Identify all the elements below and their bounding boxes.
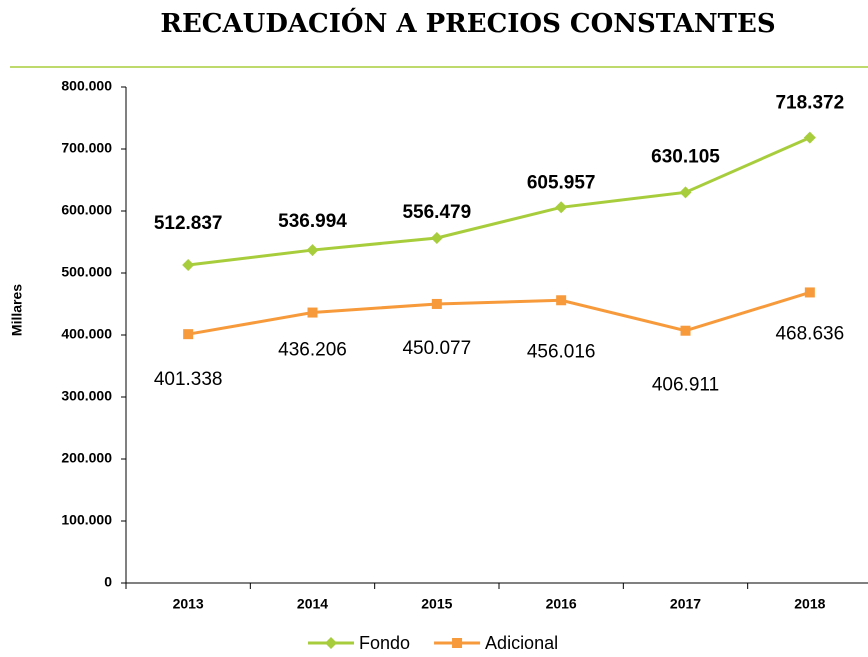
- marker: [555, 201, 568, 214]
- y-tick-label: 100.000: [61, 512, 112, 528]
- data-label: 436.206: [278, 340, 347, 361]
- chart-title: RECAUDACIÓN A PRECIOS CONSTANTES: [160, 7, 775, 39]
- data-label: 630.105: [651, 146, 720, 167]
- data-label: 512.837: [154, 213, 223, 234]
- marker: [556, 295, 567, 306]
- data-label: 468.636: [775, 323, 844, 344]
- series-line: [187, 136, 811, 267]
- y-tick-label: 300.000: [61, 388, 112, 404]
- legend-label: Fondo: [359, 633, 410, 653]
- y-tick-label: 800.000: [61, 78, 112, 94]
- data-label: 718.372: [775, 93, 844, 114]
- data-label: 536.994: [278, 211, 347, 232]
- data-label: 406.911: [652, 375, 719, 396]
- marker: [306, 244, 319, 257]
- y-tick-label: 500.000: [61, 264, 112, 280]
- legend-label: Adicional: [485, 633, 558, 653]
- marker: [679, 186, 692, 199]
- marker: [430, 231, 443, 244]
- data-label: 556.479: [402, 202, 471, 223]
- y-tick-label: 600.000: [61, 202, 112, 218]
- marker: [431, 298, 442, 309]
- marker: [325, 637, 337, 649]
- marker: [804, 287, 815, 298]
- x-tick-label: 2017: [670, 596, 701, 612]
- marker: [680, 325, 691, 336]
- y-tick-label: 700.000: [61, 140, 112, 156]
- x-tick-label: 2015: [421, 596, 452, 612]
- x-tick-label: 2014: [297, 596, 328, 612]
- x-tick-label: 2016: [546, 596, 577, 612]
- marker: [182, 259, 195, 272]
- data-label: 456.016: [527, 341, 596, 362]
- data-label: 450.077: [402, 338, 471, 359]
- y-axis-title: Millares: [9, 284, 25, 336]
- marker: [803, 131, 816, 144]
- x-tick-label: 2013: [173, 596, 204, 612]
- x-tick-label: 2018: [794, 596, 825, 612]
- y-tick-label: 400.000: [61, 326, 112, 342]
- data-label: 605.957: [527, 172, 596, 193]
- marker: [452, 638, 463, 648]
- marker: [183, 329, 194, 340]
- data-label: 401.338: [154, 369, 223, 390]
- y-tick-label: 200.000: [61, 450, 112, 466]
- marker: [307, 307, 318, 318]
- series-line: [187, 291, 811, 336]
- y-tick-label: 0: [104, 574, 112, 590]
